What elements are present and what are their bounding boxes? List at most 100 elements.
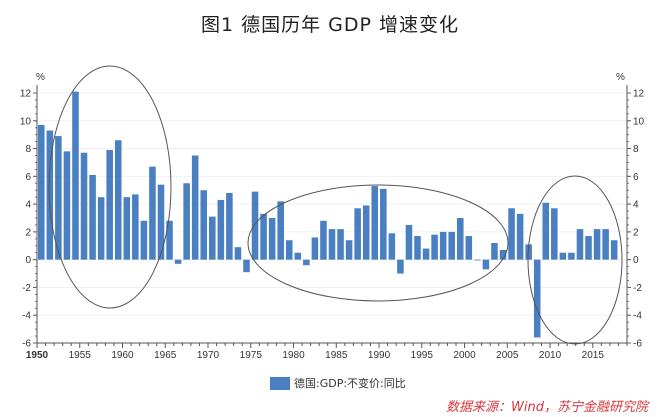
x-tick-label: 1965 xyxy=(154,350,177,361)
y-tick-label-left: 10 xyxy=(20,116,32,127)
bar-1977 xyxy=(268,218,276,260)
bar-2006 xyxy=(516,213,524,260)
x-tick-label: 2005 xyxy=(496,350,519,361)
bar-1998 xyxy=(448,231,455,260)
bar-1983 xyxy=(320,220,327,260)
bar-1968 xyxy=(191,155,199,260)
y-tick-label-right: 10 xyxy=(633,116,645,127)
bar-1975 xyxy=(251,191,259,260)
bar-1995 xyxy=(422,248,430,260)
bar-1974 xyxy=(243,259,250,273)
x-tick-label: 2015 xyxy=(582,350,605,361)
bar-1967 xyxy=(183,183,190,260)
bar-1985 xyxy=(337,229,344,260)
bar-2008 xyxy=(533,259,541,338)
y-axis-unit-right: % xyxy=(616,72,625,83)
chart-title: 图1 德国历年 GDP 增速变化 xyxy=(200,14,460,36)
bar-2016 xyxy=(602,229,609,260)
x-tick-label: 2000 xyxy=(453,350,476,361)
bar-1979 xyxy=(285,240,293,260)
bar-1987 xyxy=(354,208,361,260)
y-tick-label-right: 2 xyxy=(633,227,639,238)
legend-swatch xyxy=(270,376,290,390)
bar-1950 xyxy=(38,124,45,260)
bar-1988 xyxy=(362,205,370,260)
y-tick-label-left: 2 xyxy=(25,227,31,238)
bar-1963 xyxy=(149,166,156,260)
y-tick-label-right: -4 xyxy=(633,311,642,322)
y-tick-label-right: 12 xyxy=(633,89,645,100)
highlight-ellipse-1950s xyxy=(48,65,172,309)
bar-2009 xyxy=(542,202,550,260)
x-tick-label: 1975 xyxy=(240,350,263,361)
x-tick-label: 1990 xyxy=(368,350,391,361)
bar-2002 xyxy=(482,259,490,270)
bar-1956 xyxy=(89,174,96,260)
highlight-ellipse-1980s-2000s xyxy=(247,184,509,302)
bar-1989 xyxy=(371,186,379,260)
y-tick-label-left: -6 xyxy=(22,339,31,350)
bar-1970 xyxy=(209,216,216,260)
bar-1962 xyxy=(140,220,148,260)
bar-1980 xyxy=(294,252,302,260)
bar-2012 xyxy=(568,252,575,260)
y-tick-label-left: 6 xyxy=(25,172,31,183)
y-tick-label-right: 4 xyxy=(633,200,639,211)
y-tick-label-right: 6 xyxy=(633,172,639,183)
bar-2004 xyxy=(499,249,507,260)
bar-1992 xyxy=(397,259,404,274)
bar-1982 xyxy=(311,237,319,260)
bar-2014 xyxy=(585,236,592,260)
x-tick-label: 1980 xyxy=(282,350,305,361)
bar-2015 xyxy=(593,229,601,260)
bar-1994 xyxy=(414,236,421,260)
bar-1957 xyxy=(97,197,105,260)
source-note: 数据来源：Wind，苏宁金融研究院 xyxy=(446,400,648,415)
bar-1964 xyxy=(157,184,165,260)
bar-1961 xyxy=(132,194,139,260)
y-tick-label-right: -6 xyxy=(633,339,642,350)
bar-1981 xyxy=(303,259,310,266)
highlight-ellipse-2010s xyxy=(527,175,623,345)
y-tick-label-left: 8 xyxy=(25,144,31,155)
bar-2013 xyxy=(576,229,584,260)
y-tick-label-right: 8 xyxy=(633,144,639,155)
bar-1959 xyxy=(114,140,122,260)
y-tick-label-right: 0 xyxy=(633,255,639,266)
bar-1958 xyxy=(106,149,113,260)
bar-2003 xyxy=(491,243,498,260)
bar-1955 xyxy=(80,152,88,260)
bar-1969 xyxy=(200,190,208,260)
bar-1965 xyxy=(166,220,173,260)
bar-2017 xyxy=(610,240,618,260)
y-tick-label-left: 4 xyxy=(25,200,31,211)
bar-1996 xyxy=(431,234,438,260)
legend-label: 德国:GDP:不变价:同比 xyxy=(294,377,406,390)
x-tick-label: 1950 xyxy=(26,350,49,361)
bar-2000 xyxy=(465,236,473,260)
bar-1991 xyxy=(388,233,396,260)
y-tick-label-left: 12 xyxy=(20,89,32,100)
bar-1976 xyxy=(260,213,267,260)
y-tick-label-left: -2 xyxy=(22,283,31,294)
y-tick-label-left: 0 xyxy=(25,255,31,266)
bar-1966 xyxy=(174,259,182,264)
y-axis-unit-left: % xyxy=(36,72,45,83)
bar-1972 xyxy=(226,193,233,260)
bar-2010 xyxy=(551,208,558,260)
bar-1953 xyxy=(63,151,71,260)
y-tick-label-left: -4 xyxy=(22,311,31,322)
x-tick-label: 1955 xyxy=(69,350,92,361)
x-tick-label: 1985 xyxy=(325,350,348,361)
y-tick-label-right: -2 xyxy=(633,283,642,294)
bar-2001 xyxy=(474,259,481,261)
bar-1993 xyxy=(405,224,413,260)
x-tick-label: 1960 xyxy=(111,350,134,361)
bar-1997 xyxy=(439,231,447,260)
x-tick-label: 1995 xyxy=(411,350,434,361)
bar-1951 xyxy=(46,130,54,260)
bar-1986 xyxy=(345,240,353,260)
bar-1999 xyxy=(456,218,464,260)
bar-1960 xyxy=(123,197,131,260)
bar-1952 xyxy=(55,136,62,260)
